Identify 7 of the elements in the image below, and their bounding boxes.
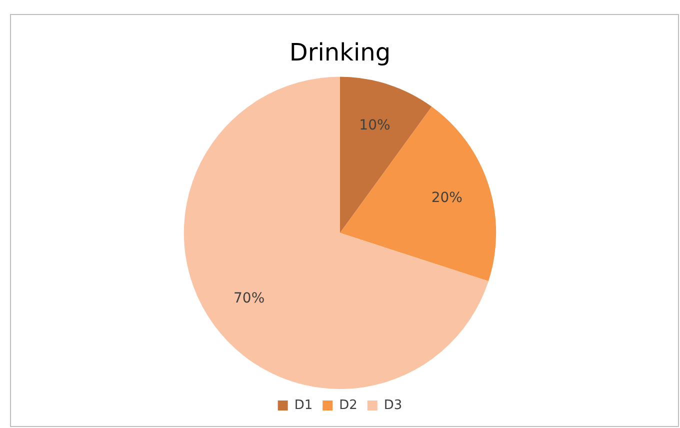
chart-title: Drinking [289,38,391,67]
legend-label: D1 [294,398,313,413]
legend-label: D2 [339,398,358,413]
data-label: 70% [234,290,265,307]
data-label: 20% [431,190,462,206]
data-label: 10% [359,118,390,134]
legend-label: D3 [384,398,402,413]
